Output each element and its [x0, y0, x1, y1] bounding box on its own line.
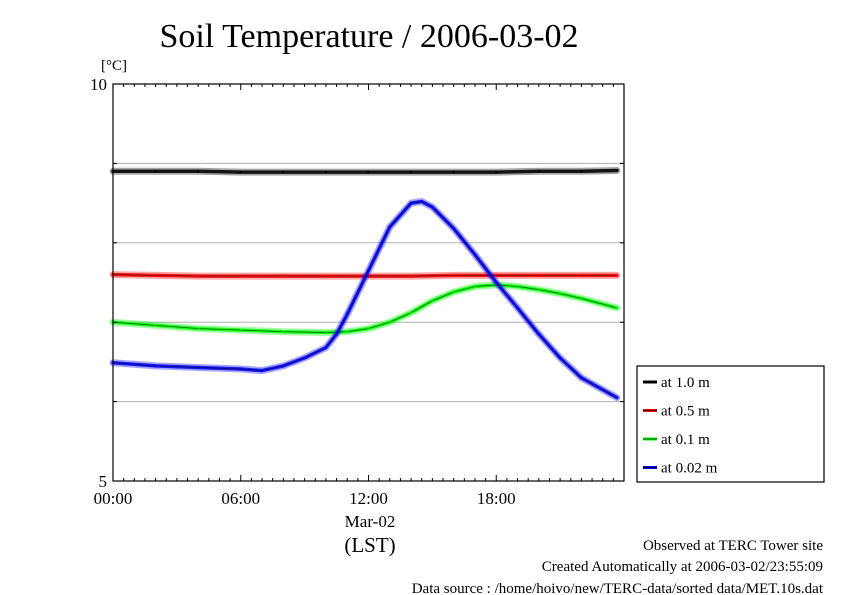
data-point [580, 273, 583, 277]
data-point [239, 328, 243, 332]
data-point [335, 332, 338, 336]
data-point [388, 225, 392, 229]
data-point [452, 273, 456, 277]
data-point [452, 290, 456, 294]
x-tick-label: 06:00 [221, 489, 260, 508]
data-point [239, 274, 243, 278]
data-point [615, 169, 619, 172]
data-point [494, 281, 498, 284]
series-2 [109, 271, 621, 280]
x-date-label: Mar-02 [345, 512, 396, 531]
series-3 [109, 281, 621, 336]
data-point [281, 330, 285, 334]
data-point [196, 274, 200, 278]
data-point [196, 169, 200, 173]
data-point [494, 170, 498, 174]
data-point [580, 169, 583, 173]
data-point [281, 274, 285, 278]
data-point [494, 273, 498, 277]
data-point [324, 331, 328, 334]
data-point [345, 330, 349, 334]
data-point [580, 376, 583, 380]
data-point [388, 320, 392, 324]
x-tick-label: 00:00 [94, 489, 133, 508]
series-halo [109, 281, 621, 336]
data-point [473, 253, 477, 257]
series-line [111, 199, 619, 400]
data-point [615, 273, 619, 277]
data-point [430, 299, 434, 303]
data-point [239, 367, 243, 371]
footer-notes: Observed at TERC Tower site Created Auto… [412, 538, 824, 595]
legend-label: at 0.5 m [661, 404, 710, 420]
legend-label: at 1.0 m [661, 375, 710, 391]
plot-frame [112, 83, 625, 482]
data-point [615, 306, 619, 310]
data-point [324, 274, 328, 278]
data-point [430, 205, 434, 209]
data-point [324, 346, 328, 350]
series-1 [109, 167, 621, 176]
y-tick-label: 5 [99, 472, 108, 491]
legend-label: at 0.1 m [661, 432, 710, 448]
data-point [452, 170, 456, 174]
data-point [367, 327, 370, 330]
legend: at 1.0 m at 0.5 m at 0.1 m at 0.02 m [636, 365, 825, 483]
data-point [558, 356, 562, 360]
data-point [580, 296, 583, 300]
legend-label: at 0.02 m [661, 461, 718, 477]
series-lines [109, 167, 621, 402]
data-point [196, 366, 200, 369]
data-point [537, 273, 541, 277]
data-point [409, 311, 413, 315]
data-point [420, 200, 424, 203]
y-axis-label: [°C] [101, 58, 127, 74]
data-point [409, 170, 413, 174]
footer-observed: Observed at TERC Tower site [643, 538, 823, 554]
data-point [281, 364, 285, 368]
x-tick-label: 18:00 [477, 489, 516, 508]
data-point [281, 170, 285, 174]
footer-source: Data source : /home/hoivo/new/TERC-data/… [412, 581, 824, 595]
x-tick-label: 12:00 [349, 489, 388, 508]
data-point [154, 169, 157, 173]
data-point [537, 332, 541, 336]
data-point [345, 312, 349, 316]
footer-created: Created Automatically at 2006-03-02/23:5… [542, 559, 823, 575]
data-point [409, 201, 413, 205]
x-axis-label: (LST) [344, 533, 395, 557]
data-point [260, 369, 264, 373]
data-point [473, 285, 477, 288]
data-point [154, 323, 157, 327]
data-point [516, 285, 519, 288]
data-point [367, 269, 370, 272]
data-point [615, 396, 619, 400]
data-point [239, 170, 243, 174]
data-point [154, 364, 157, 368]
chart-title: Soil Temperature / 2006-03-02 [159, 18, 578, 55]
data-point [303, 356, 307, 360]
axes: 5 10 00:00 06:00 12:00 18:00 [90, 75, 625, 508]
y-tick-label: 10 [90, 75, 107, 94]
data-point [367, 170, 370, 174]
grid-lines [113, 162, 624, 403]
data-point [324, 170, 328, 174]
data-point [537, 288, 541, 292]
series-4 [109, 198, 621, 402]
data-point [452, 227, 456, 230]
data-point [537, 169, 541, 173]
data-point [409, 274, 413, 278]
data-point [558, 292, 562, 296]
data-point [154, 273, 157, 277]
data-point [516, 306, 519, 310]
data-point [196, 327, 200, 330]
legend-box [636, 365, 825, 483]
